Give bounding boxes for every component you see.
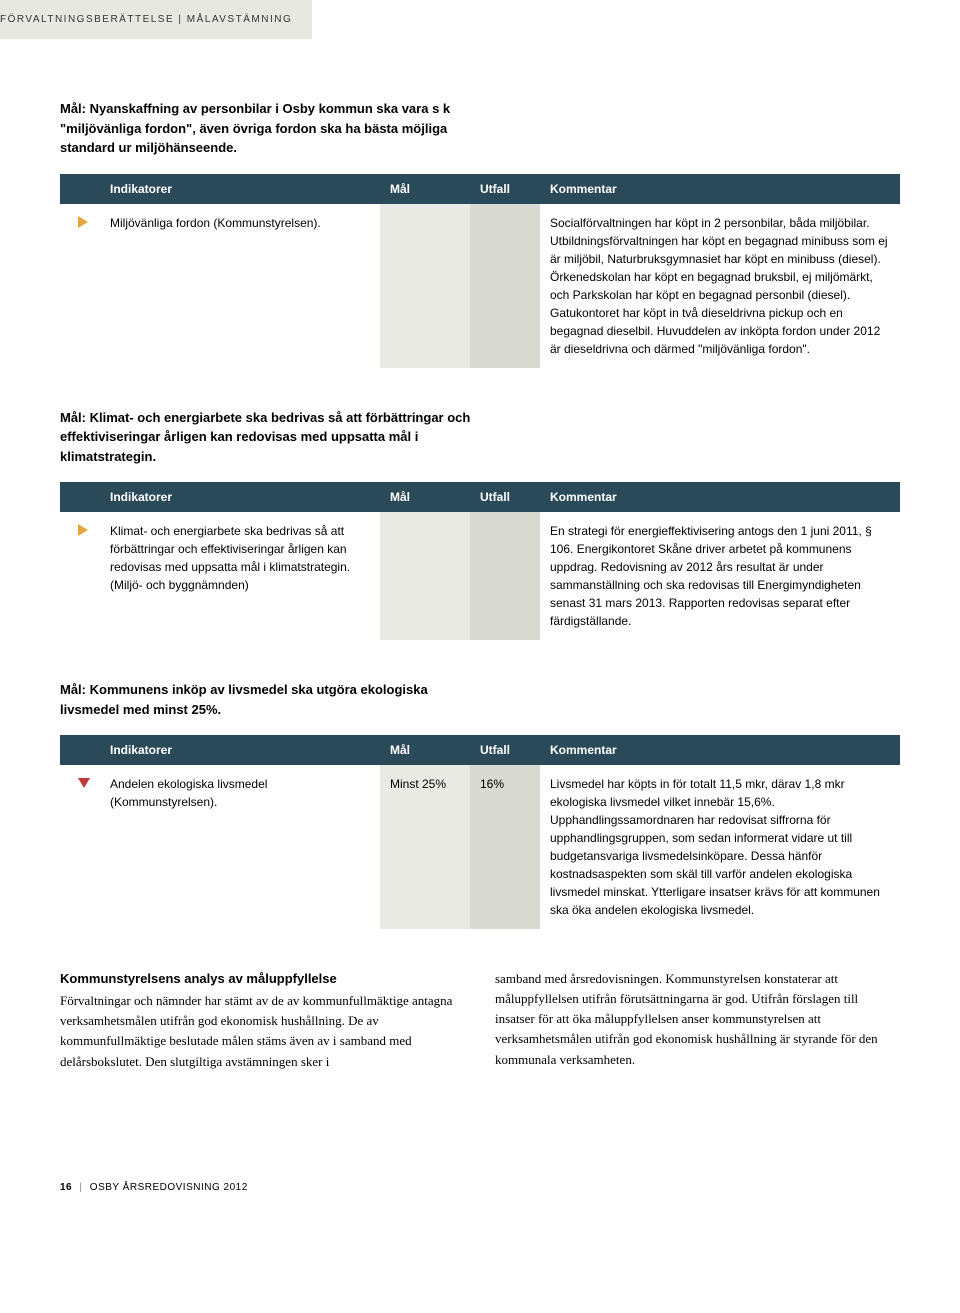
- th-mal: Mål: [380, 174, 470, 204]
- comment-cell: Livsmedel har köpts in för totalt 11,5 m…: [540, 765, 900, 929]
- analysis-col1: Förvaltningar och nämnder har stämt av d…: [60, 993, 452, 1068]
- th-utfall: Utfall: [470, 482, 540, 512]
- comment-cell: En strategi för energieffektivisering an…: [540, 512, 900, 640]
- table-row: Andelen ekologiska livsmedel (Kommunstyr…: [60, 765, 900, 929]
- table-row: Klimat- och energiarbete ska bedrivas så…: [60, 512, 900, 640]
- breadcrumb: FÖRVALTNINGSBERÄTTELSE | MÅLAVSTÄMNING: [0, 0, 312, 39]
- mal-cell: Minst 25%: [380, 765, 470, 929]
- th-blank: [60, 174, 100, 204]
- indicator-table-1: Indikatorer Mål Utfall Kommentar Miljövä…: [60, 174, 900, 368]
- th-kommentar: Kommentar: [540, 174, 900, 204]
- arrow-right-icon: [78, 524, 88, 536]
- th-indikatorer: Indikatorer: [100, 482, 380, 512]
- analysis-block: Kommunstyrelsens analys av måluppfyllels…: [60, 969, 900, 1072]
- utfall-cell: [470, 204, 540, 368]
- th-kommentar: Kommentar: [540, 735, 900, 765]
- th-blank: [60, 735, 100, 765]
- analysis-col2: samband med årsredovisningen. Kommunstyr…: [495, 971, 878, 1067]
- goal-title-2: Mål: Klimat- och energiarbete ska bedriv…: [60, 408, 490, 467]
- table-row: Miljövänliga fordon (Kommunstyrelsen). S…: [60, 204, 900, 368]
- utfall-cell: 16%: [470, 765, 540, 929]
- th-utfall: Utfall: [470, 735, 540, 765]
- mal-cell: [380, 204, 470, 368]
- goal-title-1: Mål: Nyanskaffning av personbilar i Osby…: [60, 99, 490, 158]
- arrow-right-icon: [78, 216, 88, 228]
- comment-cell: Socialförvaltningen har köpt in 2 person…: [540, 204, 900, 368]
- th-mal: Mål: [380, 482, 470, 512]
- analysis-heading: Kommunstyrelsens analys av måluppfyllels…: [60, 969, 465, 989]
- indicator-table-3: Indikatorer Mål Utfall Kommentar Andelen…: [60, 735, 900, 929]
- mal-cell: [380, 512, 470, 640]
- indicator-text: Miljövänliga fordon (Kommunstyrelsen).: [100, 204, 380, 368]
- goal-title-3: Mål: Kommunens inköp av livsmedel ska ut…: [60, 680, 490, 719]
- page-footer: 16 | OSBY ÅRSREDOVISNING 2012: [60, 1182, 900, 1193]
- th-kommentar: Kommentar: [540, 482, 900, 512]
- th-utfall: Utfall: [470, 174, 540, 204]
- arrow-down-icon: [78, 778, 90, 788]
- th-indikatorer: Indikatorer: [100, 174, 380, 204]
- utfall-cell: [470, 512, 540, 640]
- th-indikatorer: Indikatorer: [100, 735, 380, 765]
- page-number: 16: [60, 1182, 72, 1193]
- indicator-table-2: Indikatorer Mål Utfall Kommentar Klimat-…: [60, 482, 900, 640]
- th-mal: Mål: [380, 735, 470, 765]
- th-blank: [60, 482, 100, 512]
- indicator-text: Andelen ekologiska livsmedel (Kommunstyr…: [100, 765, 380, 929]
- footer-sep: |: [79, 1182, 82, 1193]
- indicator-text: Klimat- och energiarbete ska bedrivas så…: [100, 512, 380, 640]
- footer-title: OSBY ÅRSREDOVISNING 2012: [90, 1182, 248, 1193]
